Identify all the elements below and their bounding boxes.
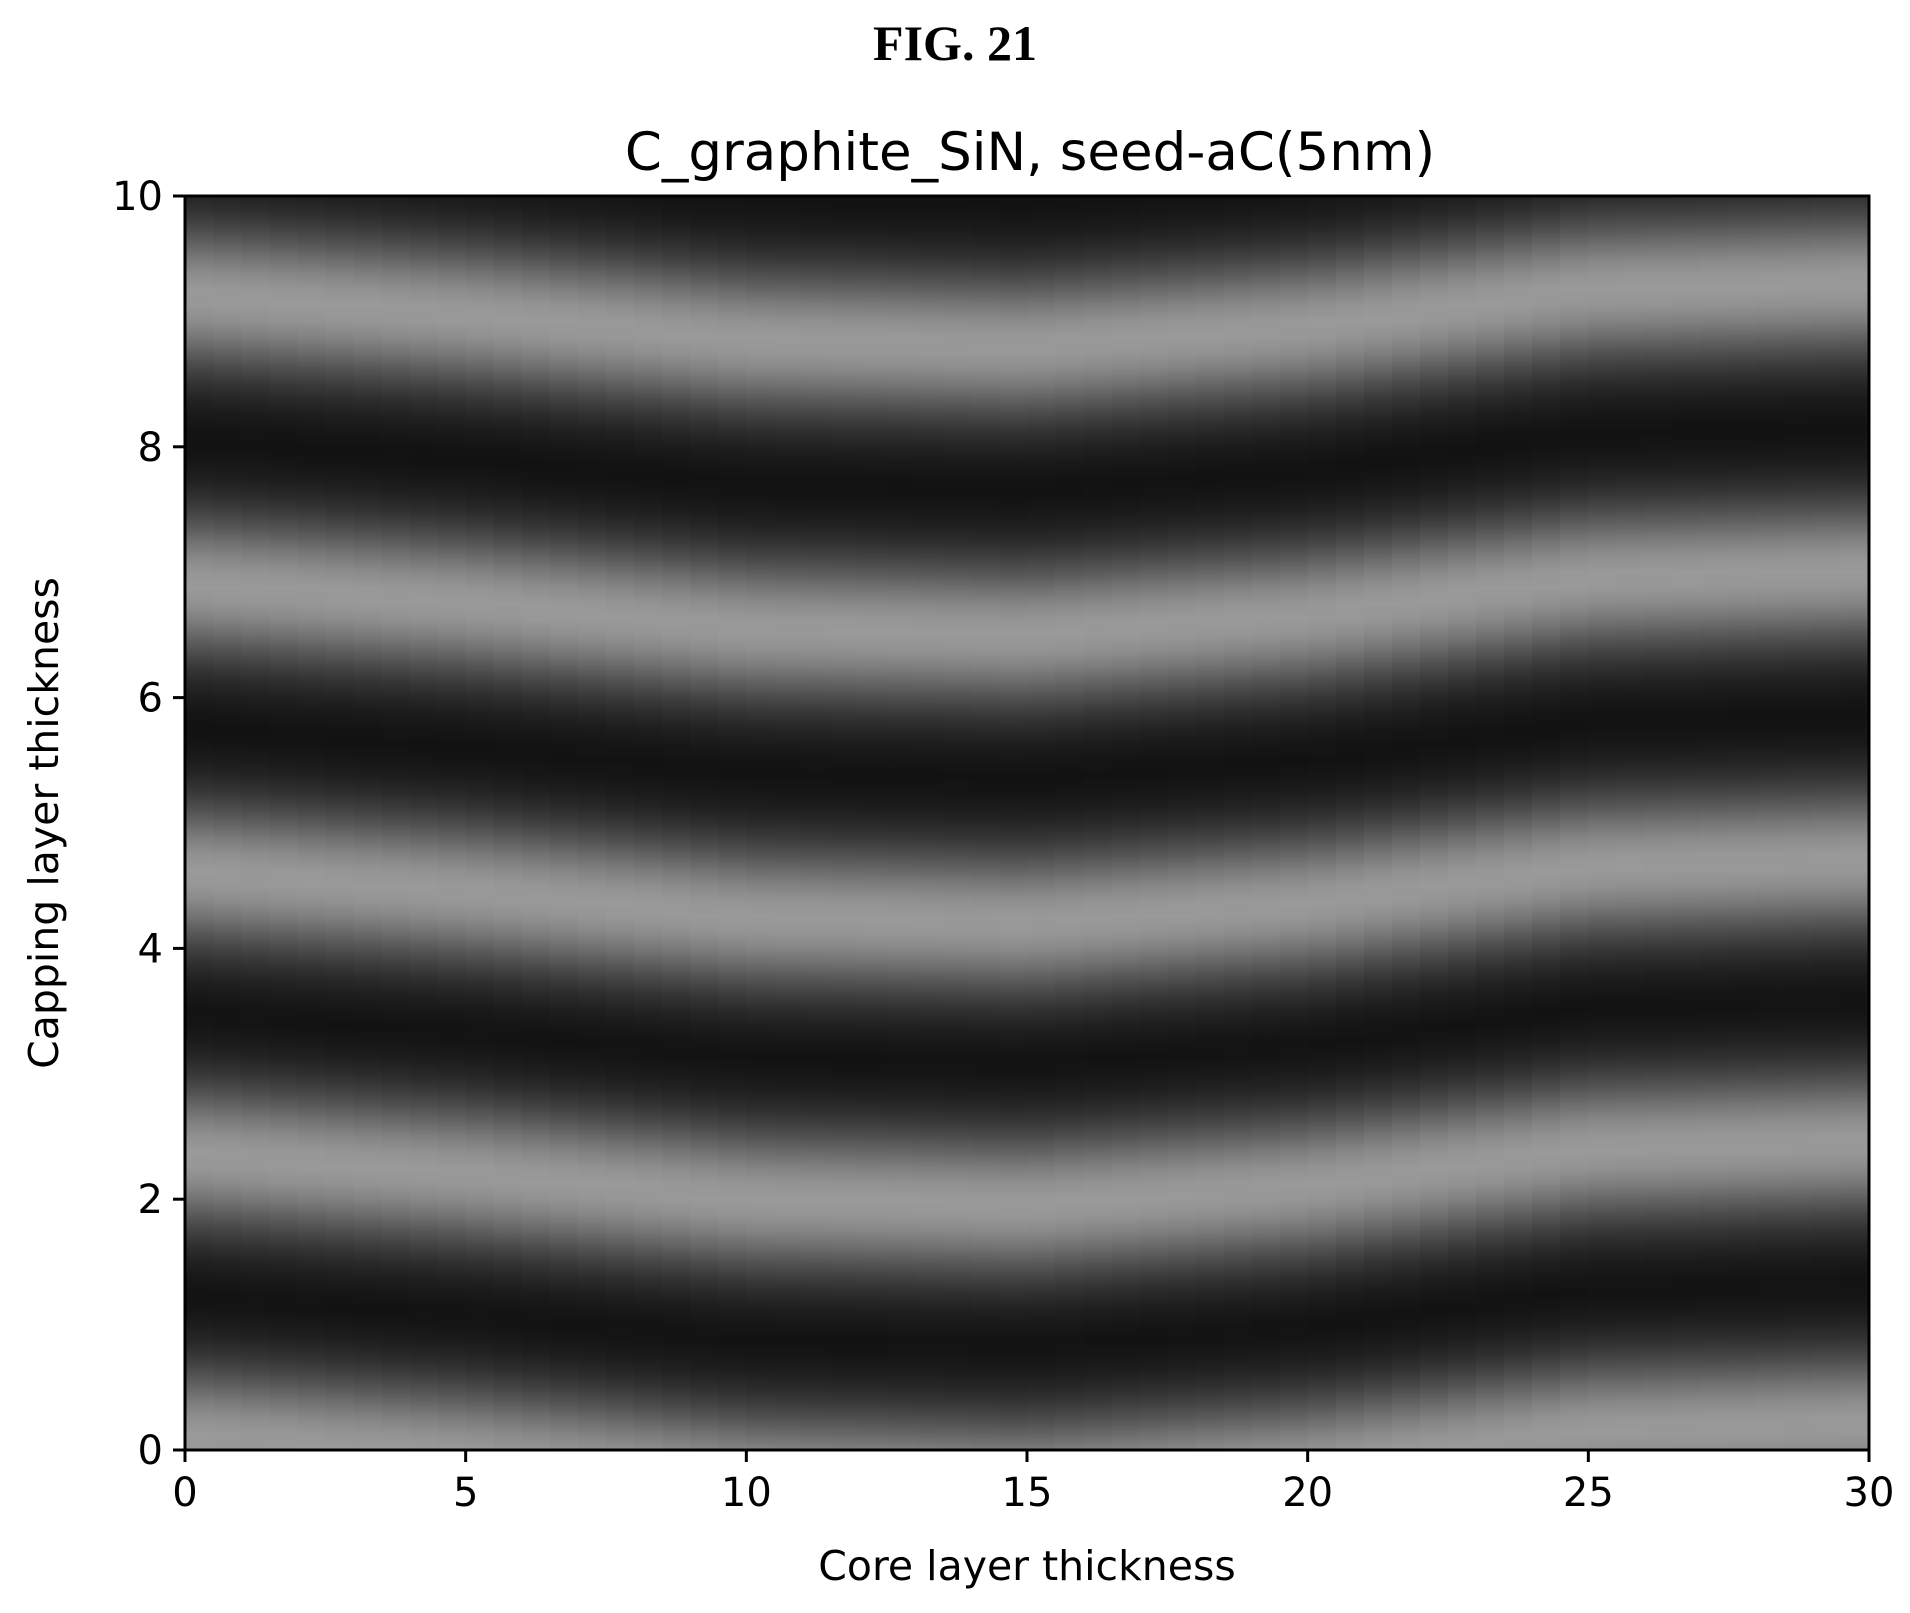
heatmap-column xyxy=(1560,196,1589,1450)
heatmap-column xyxy=(241,196,270,1450)
heatmap-column xyxy=(269,196,298,1450)
heatmap-column xyxy=(1195,196,1225,1450)
figure-label: FIG. 21 xyxy=(873,15,1037,71)
heatmap-cells xyxy=(185,196,1870,1450)
heatmap-column xyxy=(1784,196,1814,1450)
heatmap-column xyxy=(634,196,663,1450)
heatmap-column xyxy=(549,196,579,1450)
heatmap-column xyxy=(493,196,523,1450)
heatmap-column xyxy=(606,196,635,1450)
heatmap-column xyxy=(1756,196,1786,1450)
heatmap-column xyxy=(1588,196,1617,1450)
heatmap-column xyxy=(1419,196,1449,1450)
x-tick-label: 30 xyxy=(1844,1470,1895,1516)
x-tick-label: 25 xyxy=(1563,1470,1614,1516)
heatmap-column xyxy=(1111,196,1140,1450)
heatmap-column xyxy=(1532,196,1561,1450)
y-tick-label: 4 xyxy=(138,926,163,972)
heatmap-column xyxy=(858,196,888,1450)
heatmap-column xyxy=(774,196,804,1450)
heatmap-column xyxy=(409,196,439,1450)
y-axis-ticks: 0 2 4 6 8 10 xyxy=(112,174,185,1474)
heatmap-column xyxy=(1307,196,1337,1450)
x-tick-label: 5 xyxy=(453,1470,478,1516)
heatmap-column xyxy=(521,196,551,1450)
heatmap-column xyxy=(1644,196,1674,1450)
heatmap-column xyxy=(1251,196,1281,1450)
y-tick-label: 6 xyxy=(138,676,163,722)
heatmap-column xyxy=(802,196,832,1450)
heatmap-column xyxy=(1812,196,1842,1450)
heatmap-column xyxy=(1279,196,1309,1450)
x-tick-label: 10 xyxy=(721,1470,772,1516)
x-tick-label: 20 xyxy=(1282,1470,1333,1516)
heatmap-column xyxy=(886,196,916,1450)
heatmap-column xyxy=(1083,196,1112,1450)
heatmap-column xyxy=(1728,196,1758,1450)
heatmap-column xyxy=(830,196,860,1450)
heatmap-column xyxy=(746,196,775,1450)
y-tick-label: 8 xyxy=(138,425,163,471)
x-axis-ticks: 0 5 10 15 20 25 30 xyxy=(172,1450,1894,1516)
x-axis-label: Core layer thickness xyxy=(818,1542,1236,1590)
heatmap-column xyxy=(577,196,607,1450)
y-axis-label: Capping layer thickness xyxy=(20,577,68,1069)
heatmap-column xyxy=(1027,196,1056,1450)
heatmap-column xyxy=(1672,196,1702,1450)
heatmap-column xyxy=(381,196,411,1450)
x-tick-label: 0 xyxy=(172,1470,197,1516)
heatmap-column xyxy=(353,196,383,1450)
y-tick-label: 10 xyxy=(112,174,163,220)
heatmap-column xyxy=(914,196,944,1450)
heatmap-column xyxy=(185,196,214,1450)
x-tick-label: 15 xyxy=(1002,1470,1053,1516)
heatmap-column xyxy=(1055,196,1084,1450)
y-tick-label: 2 xyxy=(138,1177,163,1223)
heatmap-column xyxy=(465,196,495,1450)
heatmap-column xyxy=(1363,196,1393,1450)
heatmap-column xyxy=(690,196,719,1450)
heatmap-column xyxy=(325,196,354,1450)
heatmap-column xyxy=(213,196,242,1450)
heatmap-column xyxy=(1391,196,1421,1450)
heatmap-column xyxy=(1700,196,1730,1450)
heatmap-column xyxy=(437,196,467,1450)
heatmap-column xyxy=(1223,196,1253,1450)
heatmap-column xyxy=(297,196,326,1450)
heatmap-column xyxy=(998,196,1028,1450)
heatmap-column xyxy=(1504,196,1533,1450)
heatmap-column xyxy=(1139,196,1168,1450)
y-tick-label: 0 xyxy=(138,1428,163,1474)
heatmap-column xyxy=(1335,196,1365,1450)
chart-title: C_graphite_SiN, seed-aC(5nm) xyxy=(625,122,1435,183)
heatmap-column xyxy=(1448,196,1477,1450)
heatmap-column xyxy=(1476,196,1505,1450)
heatmap-column xyxy=(662,196,691,1450)
heatmap-column xyxy=(1167,196,1196,1450)
heatmap-column xyxy=(942,196,972,1450)
heatmap-column xyxy=(718,196,747,1450)
heatmap-column xyxy=(1840,196,1870,1450)
heatmap-column xyxy=(970,196,1000,1450)
heatmap-column xyxy=(1616,196,1646,1450)
